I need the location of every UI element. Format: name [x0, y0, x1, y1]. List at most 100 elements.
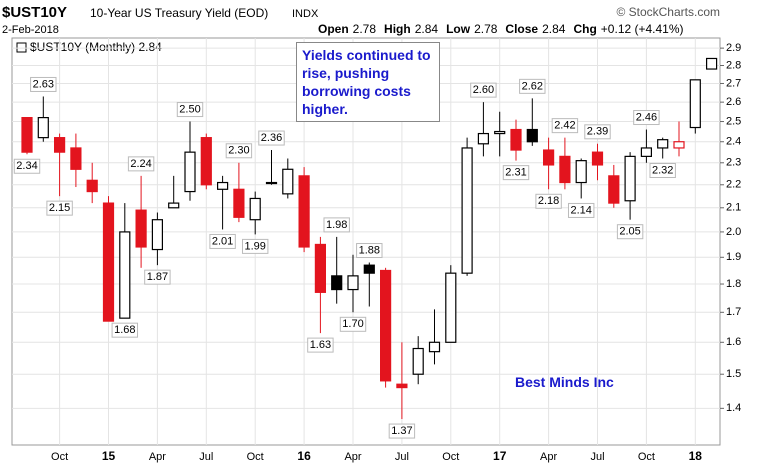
candle-body	[624, 155, 636, 202]
y-tick-label: 1.9	[726, 251, 741, 263]
candle-body	[282, 168, 294, 195]
point-label-box	[470, 82, 497, 98]
candle-body	[428, 341, 441, 353]
candle-body	[331, 275, 343, 291]
candle-body	[461, 147, 473, 274]
candle-body	[53, 137, 66, 153]
point-label: 1.63	[310, 339, 331, 351]
point-label-box	[323, 217, 350, 233]
point-label: 1.99	[244, 240, 265, 252]
annotation-box: Yields continued to rise, pushing borrow…	[296, 42, 440, 122]
point-label: 2.32	[652, 164, 673, 176]
point-label-box	[209, 233, 236, 249]
candle-body	[380, 269, 392, 382]
candle-body	[477, 132, 489, 145]
x-tick-label: Apr	[540, 451, 557, 463]
y-tick-label: 1.8	[726, 278, 741, 290]
candle-body	[86, 179, 98, 193]
symbol: $UST10Y	[2, 4, 67, 21]
point-label-box	[176, 102, 204, 118]
candle-body	[542, 149, 555, 166]
stats: Open 2.78 High 2.84 Low 2.78 Close 2.84 Chg +0.12…	[318, 22, 684, 36]
point-label: 1.87	[147, 271, 168, 283]
y-tick-label: 1.6	[726, 336, 741, 348]
candle-body	[233, 188, 245, 218]
point-label: 1.88	[359, 244, 380, 256]
candle-body	[445, 272, 457, 343]
candle-body	[217, 181, 229, 190]
point-label: 2.60	[473, 84, 494, 96]
point-label-box	[535, 193, 562, 209]
x-tick-label: Apr	[149, 451, 166, 463]
candle-body	[657, 139, 669, 149]
x-tick-label: Jul	[590, 451, 604, 463]
candle-body	[37, 117, 49, 139]
stat-value: 2.84	[415, 22, 439, 36]
candle-body	[298, 175, 310, 248]
candle-body	[705, 57, 718, 70]
point-label-box	[241, 238, 269, 254]
stat-label: High	[384, 22, 411, 36]
candle-body	[135, 209, 147, 248]
point-label-box	[127, 156, 155, 172]
candle-body	[151, 219, 163, 251]
watermark: Best Minds Inc	[515, 374, 614, 390]
stat-value: 2.78	[474, 22, 498, 36]
y-tick-label: 2.8	[726, 59, 741, 71]
candle-body	[70, 147, 82, 170]
y-tick-label: 2.5	[726, 115, 741, 127]
candle-body	[412, 347, 424, 375]
point-label: 2.18	[538, 195, 559, 207]
point-label-box	[649, 163, 676, 179]
point-label: 2.31	[505, 167, 526, 179]
candle-body	[396, 383, 408, 389]
legend-label: $UST10Y (Monthly) 2.84	[30, 40, 162, 54]
stat-value: +0.12 (+4.41%)	[601, 22, 684, 36]
candle-body	[510, 128, 522, 151]
point-label-box	[502, 165, 530, 181]
instrument-name: 10-Year US Treasury Yield (EOD)	[90, 6, 268, 20]
candle-body	[559, 155, 571, 184]
candle-body	[363, 264, 375, 274]
stat-label: Close	[505, 22, 538, 36]
candle-body	[689, 79, 701, 129]
point-label-box	[339, 316, 367, 332]
plot-frame	[11, 37, 721, 446]
x-tick-label: Oct	[638, 451, 655, 463]
point-label-box	[567, 202, 595, 218]
candle-body	[575, 160, 587, 184]
candle-body	[608, 175, 620, 204]
point-label: 2.01	[212, 235, 233, 247]
y-tick-label: 2.4	[726, 136, 741, 148]
candle-body	[526, 128, 538, 143]
point-label: 2.42	[554, 120, 575, 132]
copyright: © StockCharts.com	[616, 5, 720, 19]
point-label: 1.70	[342, 318, 363, 330]
candle-body	[119, 231, 131, 319]
point-label-box	[519, 78, 546, 94]
point-label: 2.24	[130, 158, 151, 170]
x-tick-label: Oct	[442, 451, 459, 463]
point-label-box	[258, 130, 285, 146]
y-tick-label: 2.2	[726, 179, 741, 191]
candle-body	[673, 141, 685, 149]
point-label-box	[46, 200, 73, 216]
y-tick-label: 2.9	[726, 42, 741, 54]
point-label: 2.15	[49, 202, 70, 214]
y-tick-label: 2.0	[726, 226, 741, 238]
exchange: INDX	[292, 8, 319, 20]
x-tick-label: 16	[297, 449, 311, 463]
point-label-box	[584, 124, 611, 140]
point-label: 2.36	[261, 132, 282, 144]
y-tick-label: 1.7	[726, 306, 741, 318]
point-label: 2.62	[522, 80, 543, 92]
point-label-box	[144, 269, 171, 285]
stat-label: Low	[446, 22, 471, 36]
y-tick-label: 2.1	[726, 202, 741, 214]
stat-value: 2.78	[353, 22, 377, 36]
candle-body	[102, 202, 115, 322]
candle-body	[168, 202, 180, 209]
point-label-box	[30, 76, 57, 92]
y-tick-label: 2.7	[726, 77, 741, 89]
